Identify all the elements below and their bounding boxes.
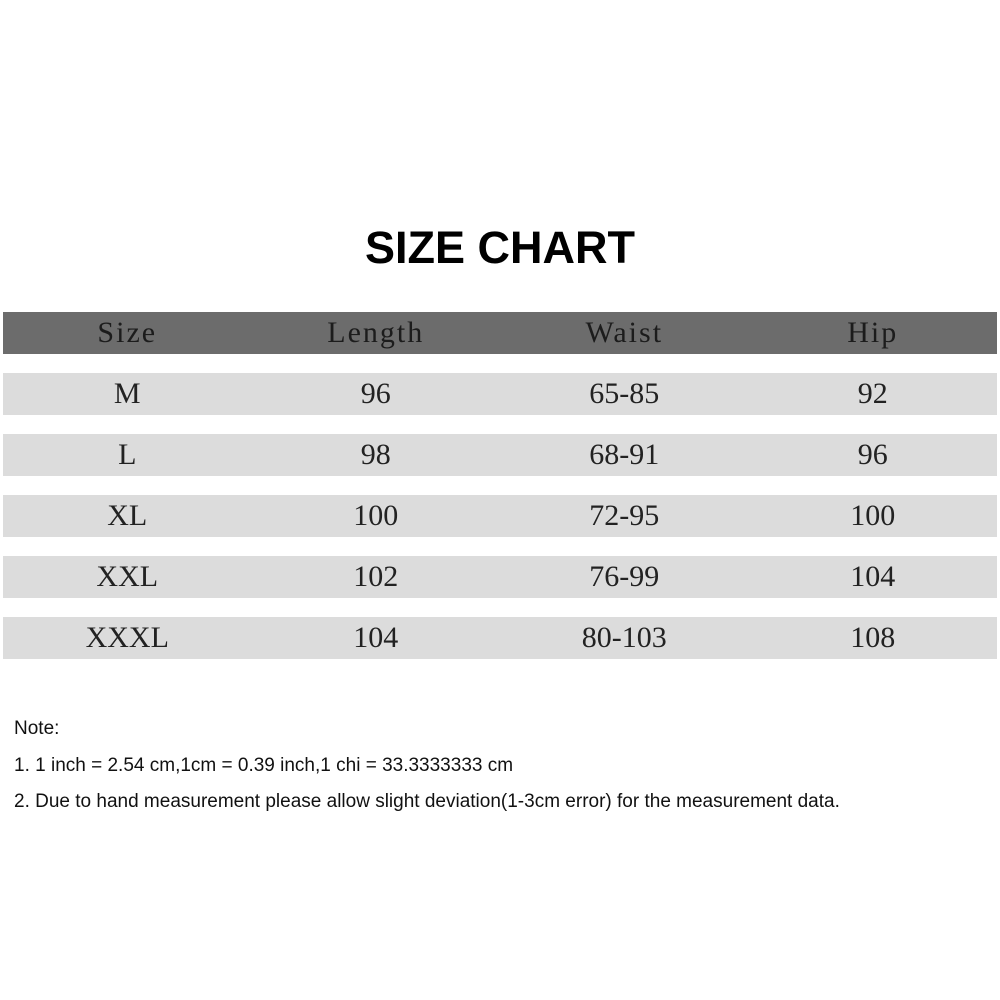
table-cell: 102 (353, 560, 399, 593)
table-row: M 96 65-85 92 (3, 373, 997, 415)
table-cell: 100 (353, 499, 399, 532)
table-row: XXXL 104 80-103 108 (3, 617, 997, 659)
table-cell: 104 (850, 560, 896, 593)
header-cell: Waist (585, 316, 664, 349)
header-cell: Hip (847, 316, 899, 349)
note-item: 2. Due to hand measurement please allow … (14, 791, 840, 812)
table-cell: M (113, 377, 141, 410)
table-cell: 80-103 (581, 621, 667, 654)
notes-heading: Note: (14, 718, 60, 739)
page-title: SIZE CHART (365, 222, 635, 273)
notes: Note: 1. 1 inch = 2.54 cm,1cm = 0.39 inc… (14, 718, 840, 828)
table-row: L 98 68-91 96 (3, 434, 997, 476)
table-cell: XXXL (85, 621, 169, 654)
table-row: XL 100 72-95 100 (3, 495, 997, 537)
table-row: XXL 102 76-99 104 (3, 556, 997, 598)
table-cell: 104 (353, 621, 399, 654)
table-cell: 72-95 (589, 499, 660, 532)
table-cell: 68-91 (589, 438, 660, 471)
table-header: Size Length Waist Hip (3, 312, 997, 354)
table-cell: L (118, 438, 137, 471)
table-cell: XXL (96, 560, 159, 593)
table-cell: 96 (857, 438, 888, 471)
table-cell: XL (107, 499, 148, 532)
note-item: 1. 1 inch = 2.54 cm,1cm = 0.39 inch,1 ch… (14, 754, 514, 776)
table-cell: 65-85 (589, 377, 660, 410)
table-cell: 92 (857, 377, 888, 410)
table-cell: 100 (850, 499, 896, 532)
header-cell: Size (97, 316, 158, 349)
table-cell: 76-99 (589, 560, 660, 593)
table-cell: 108 (850, 621, 896, 654)
table-cell: 96 (360, 377, 391, 410)
header-cell: Length (327, 316, 425, 349)
table-cell: 98 (360, 438, 391, 471)
